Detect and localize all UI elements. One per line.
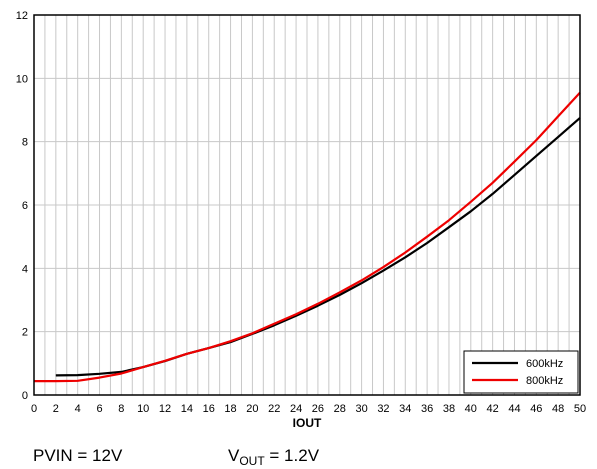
plot-border xyxy=(33,14,581,396)
x-tick-label: 44 xyxy=(508,403,520,415)
x-tick-label: 24 xyxy=(290,403,302,415)
grid xyxy=(33,14,581,396)
x-tick-label: 32 xyxy=(377,403,389,415)
x-tick-label: 8 xyxy=(118,403,124,415)
x-tick-label: 10 xyxy=(137,403,149,415)
vout-condition: VOUT = 1.2V xyxy=(228,446,319,468)
x-tick-label: 20 xyxy=(246,403,258,415)
x-tick-label: 0 xyxy=(31,403,37,415)
x-tick-label: 18 xyxy=(224,403,236,415)
x-tick-label: 2 xyxy=(53,403,59,415)
x-tick-label: 48 xyxy=(552,403,564,415)
series-lines xyxy=(34,91,581,383)
x-tick-label: 38 xyxy=(443,403,455,415)
x-axis-title: IOUT xyxy=(293,416,322,430)
y-tick-label: 8 xyxy=(22,137,28,149)
tick-labels: 0 2 4 6 8 10 12 14 16 18 20 22 24 26 28 30 32 34 36 38 40 42 4… xyxy=(16,10,586,415)
y-tick-label: 10 xyxy=(16,73,28,85)
legend-box xyxy=(463,350,579,394)
legend-label-600kHz: 600kHz xyxy=(526,358,563,370)
vout-symbol: V xyxy=(228,446,240,465)
x-tick-label: 26 xyxy=(312,403,324,415)
legend: 600kHz 800kHz xyxy=(463,350,579,394)
x-tick-label: 4 xyxy=(75,403,81,415)
x-tick-label: 50 xyxy=(574,403,586,415)
y-tick-label: 12 xyxy=(16,10,28,22)
x-tick-label: 42 xyxy=(487,403,499,415)
x-tick-label: 34 xyxy=(399,403,411,415)
y-tick-label: 2 xyxy=(22,327,28,339)
x-tick-label: 6 xyxy=(96,403,102,415)
series-line-800kHz xyxy=(34,91,581,383)
x-tick-label: 12 xyxy=(159,403,171,415)
x-tick-label: 46 xyxy=(530,403,542,415)
x-tick-label: 16 xyxy=(203,403,215,415)
vout-value: = 1.2V xyxy=(264,446,320,465)
x-tick-label: 14 xyxy=(181,403,193,415)
pvin-condition: PVIN = 12V xyxy=(33,446,123,465)
x-tick-label: 28 xyxy=(334,403,346,415)
y-tick-label: 4 xyxy=(22,263,28,275)
vout-subscript: OUT xyxy=(239,454,265,468)
y-tick-label: 6 xyxy=(22,200,28,212)
x-tick-label: 22 xyxy=(268,403,280,415)
x-tick-label: 40 xyxy=(465,403,477,415)
y-tick-label: 0 xyxy=(22,390,28,402)
legend-label-800kHz: 800kHz xyxy=(526,375,563,387)
x-tick-label: 36 xyxy=(421,403,433,415)
x-tick-label: 30 xyxy=(355,403,367,415)
